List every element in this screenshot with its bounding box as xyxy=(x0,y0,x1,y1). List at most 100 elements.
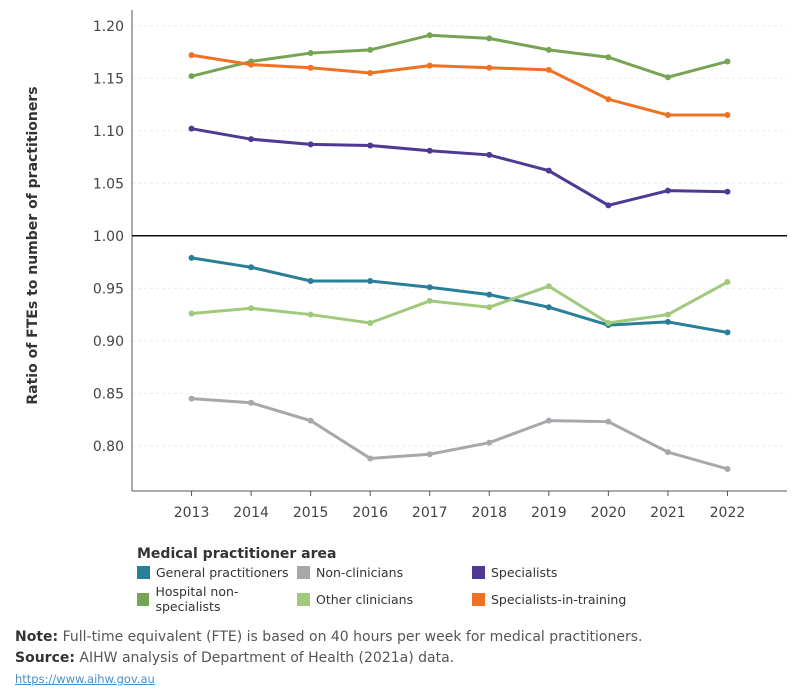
data-point xyxy=(545,46,552,53)
y-tick-label: 0.90 xyxy=(93,334,124,350)
data-point xyxy=(486,35,493,42)
x-tick-label: 2017 xyxy=(412,505,448,521)
y-tick-label: 0.95 xyxy=(93,281,124,297)
legend-item[interactable]: Specialists-in-training xyxy=(472,584,632,614)
series-line xyxy=(191,53,728,117)
data-point xyxy=(307,64,314,71)
data-point xyxy=(188,125,195,132)
legend-swatch xyxy=(297,592,310,606)
data-point xyxy=(426,147,433,154)
legend-item[interactable]: Other clinicians xyxy=(297,584,472,614)
legend-label: Hospital non-specialists xyxy=(155,584,239,614)
series-general-practitioners xyxy=(188,254,731,336)
data-point xyxy=(605,96,612,103)
series-line xyxy=(191,33,728,79)
y-tick-label: 1.10 xyxy=(93,124,124,140)
y-axis-label: Ratio of FTEs to number of practitioners xyxy=(25,86,41,404)
source: Source: AIHW analysis of Department of H… xyxy=(15,650,455,666)
data-point xyxy=(426,451,433,458)
data-point xyxy=(545,304,552,311)
series-line xyxy=(191,280,729,325)
data-point xyxy=(188,310,195,317)
x-tick-label: 2019 xyxy=(531,505,567,521)
data-point xyxy=(367,277,374,284)
legend-label: Specialists xyxy=(491,565,558,580)
y-tick-label: 1.05 xyxy=(93,176,124,192)
x-tick-label: 2020 xyxy=(591,505,627,521)
y-tick-label: 1.00 xyxy=(93,229,124,245)
data-point xyxy=(248,136,255,143)
data-point xyxy=(486,304,493,311)
series-specialists-in-training xyxy=(188,52,731,119)
data-point xyxy=(307,50,314,57)
y-tick-label: 1.15 xyxy=(93,71,124,87)
legend-item[interactable]: Hospital non-specialists xyxy=(137,584,297,614)
x-tick-label: 2016 xyxy=(352,505,388,521)
data-point xyxy=(248,264,255,271)
series-specialists xyxy=(188,125,731,209)
data-point xyxy=(605,418,612,425)
data-point xyxy=(545,167,552,174)
legend-label: General practitioners xyxy=(156,565,289,580)
data-point xyxy=(307,141,314,148)
data-point xyxy=(664,318,671,325)
data-point xyxy=(724,58,731,65)
data-point xyxy=(367,46,374,53)
data-point xyxy=(188,52,195,59)
data-point xyxy=(307,417,314,424)
legend-label: Non-clinicians xyxy=(316,565,404,580)
y-tick-label: 0.85 xyxy=(93,386,124,402)
y-tick-label: 1.20 xyxy=(93,19,124,35)
data-point xyxy=(426,297,433,304)
x-tick-label: 2021 xyxy=(650,505,686,521)
legend-title: Medical practitioner area xyxy=(137,546,337,562)
series-other-clinicians xyxy=(188,279,731,326)
data-point xyxy=(664,187,671,194)
data-point xyxy=(486,151,493,158)
aihw-link[interactable]: https://www.aihw.gov.au xyxy=(15,672,155,686)
data-point xyxy=(486,64,493,71)
data-point xyxy=(724,112,731,119)
y-tick-label: 0.80 xyxy=(93,439,124,455)
legend-swatch xyxy=(472,592,485,606)
data-point xyxy=(724,329,731,336)
notes: Note: Full-time equivalent (FTE) is base… xyxy=(15,627,643,690)
data-point xyxy=(248,61,255,68)
legend: Medical practitioner area General practi… xyxy=(137,546,632,614)
data-point xyxy=(426,32,433,39)
series-line xyxy=(191,256,728,334)
data-point xyxy=(664,449,671,456)
x-tick-label: 2022 xyxy=(710,505,746,521)
series-non-clinicians xyxy=(188,395,731,472)
x-tick-label: 2014 xyxy=(233,505,269,521)
data-point xyxy=(724,188,731,195)
data-point xyxy=(188,73,195,80)
data-point xyxy=(605,202,612,209)
legend-swatch xyxy=(297,566,310,579)
legend-item[interactable]: General practitioners xyxy=(137,565,297,580)
x-tick-label: 2015 xyxy=(293,505,329,521)
series-line xyxy=(191,127,728,207)
data-point xyxy=(664,112,671,119)
data-point xyxy=(724,465,731,472)
legend-swatch xyxy=(137,592,150,606)
legend-item[interactable]: Non-clinicians xyxy=(297,565,472,580)
data-point xyxy=(605,319,612,326)
data-point xyxy=(664,311,671,318)
legend-swatch xyxy=(472,566,485,579)
x-tick-label: 2013 xyxy=(174,505,210,521)
note: Note: Full-time equivalent (FTE) is base… xyxy=(15,629,643,645)
legend-label: Specialists-in-training xyxy=(491,591,627,607)
data-point xyxy=(367,455,374,462)
legend-item[interactable]: Specialists xyxy=(472,565,632,580)
legend-swatch xyxy=(137,566,150,579)
data-point xyxy=(188,395,195,402)
x-tick-label: 2018 xyxy=(471,505,507,521)
data-point xyxy=(724,279,731,286)
data-point xyxy=(367,142,374,149)
data-point xyxy=(545,283,552,290)
data-point xyxy=(664,74,671,81)
data-point xyxy=(605,54,612,61)
data-point xyxy=(426,284,433,291)
data-point xyxy=(188,254,195,261)
